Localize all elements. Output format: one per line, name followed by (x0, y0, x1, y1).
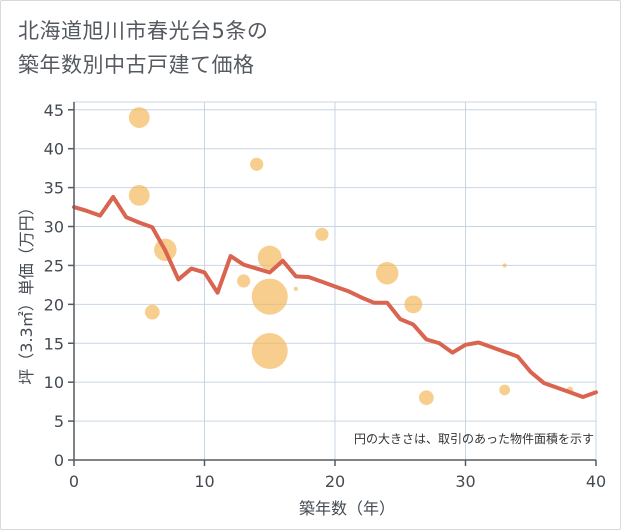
data-bubble (257, 245, 282, 270)
data-bubble (419, 390, 434, 406)
data-bubble (293, 286, 298, 291)
data-bubble (144, 304, 160, 320)
x-tick-label: 20 (325, 472, 345, 491)
data-bubble (251, 278, 288, 315)
y-tick-label: 5 (54, 412, 64, 431)
y-tick-label: 40 (44, 140, 64, 159)
y-tick-label: 0 (54, 451, 64, 470)
chart-note: 円の大きさは、取引のあった物件面積を示す (354, 431, 594, 446)
data-bubble (499, 384, 511, 396)
data-bubble (502, 263, 507, 268)
y-tick-label: 25 (44, 256, 64, 275)
data-bubble (128, 107, 150, 128)
x-tick-label: 30 (455, 472, 475, 491)
y-tick-label: 20 (44, 295, 64, 314)
series-layer (72, 194, 598, 399)
y-tick-label: 35 (44, 179, 64, 198)
data-bubble (404, 295, 423, 314)
grid-lines (73, 101, 597, 461)
data-bubble (315, 227, 329, 241)
data-bubble (250, 157, 264, 171)
data-bubble (251, 333, 288, 370)
data-bubble (237, 274, 251, 288)
data-bubble (375, 261, 399, 285)
bubble-layer (128, 107, 574, 406)
y-tick-label: 45 (44, 101, 64, 120)
axes (68, 102, 597, 466)
x-axis-label: 築年数（年） (299, 499, 395, 518)
x-tick-label: 0 (69, 472, 79, 491)
y-tick-label: 10 (44, 373, 64, 392)
y-tick-label: 30 (44, 218, 64, 237)
y-axis-label: 坪（3.3㎡）単価（万円） (17, 199, 36, 384)
chart-title: 北海道旭川市春光台5条の 築年数別中古戸建て価格 (18, 19, 269, 77)
y-tick-label: 15 (44, 334, 64, 353)
x-tick-label: 10 (194, 472, 214, 491)
tick-labels: 0 5 10 15 20 25 30 35 40 45 0 10 20 30 40 (44, 101, 607, 491)
average-price-line (72, 194, 598, 399)
data-bubble (128, 184, 150, 206)
x-tick-label: 40 (586, 472, 606, 491)
